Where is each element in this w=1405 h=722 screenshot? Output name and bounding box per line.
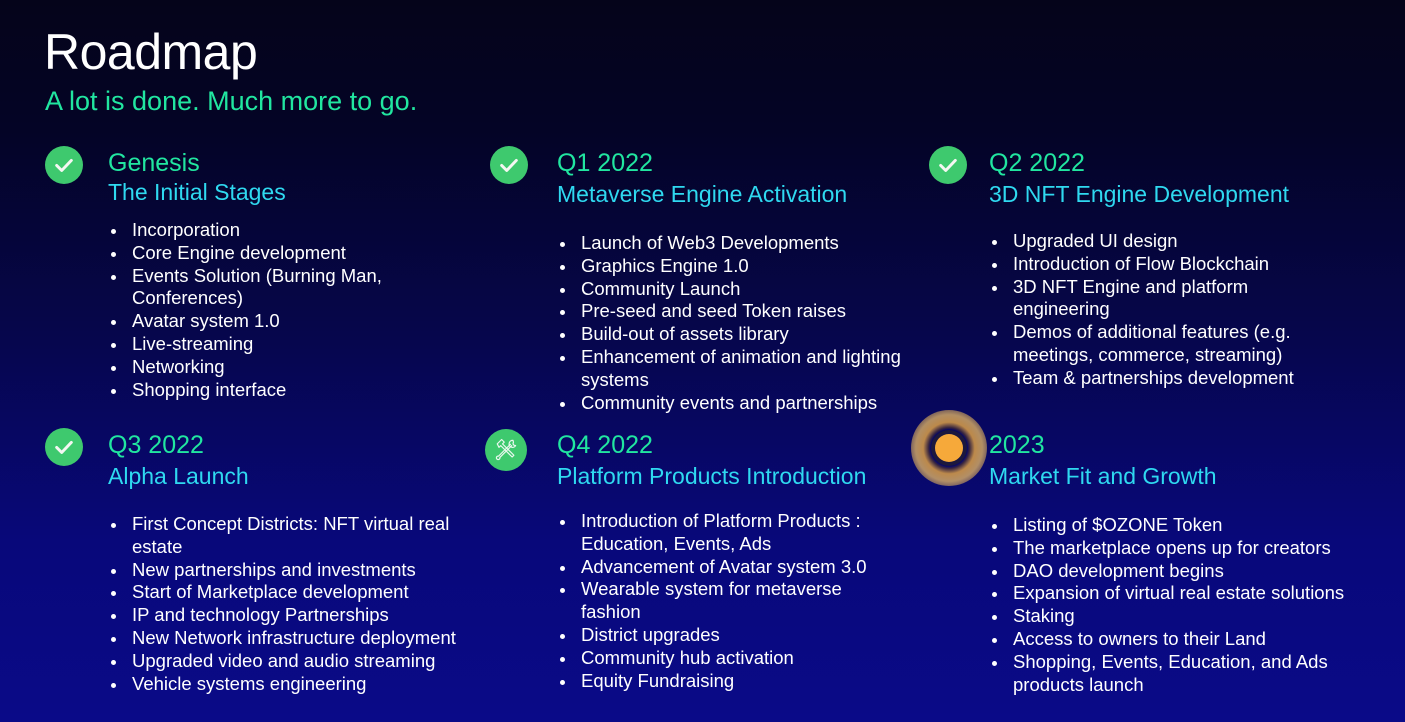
- list-item: Introduction of Platform Products : Educ…: [557, 510, 887, 556]
- list-item: Enhancement of animation and lighting sy…: [557, 346, 907, 392]
- list-item: DAO development begins: [989, 560, 1369, 583]
- list-item: Team & partnerships development: [989, 367, 1334, 390]
- list-item: Introduction of Flow Blockchain: [989, 253, 1334, 276]
- list-item: Vehicle systems engineering: [108, 673, 478, 696]
- phase-items: Launch of Web3 Developments Graphics Eng…: [557, 232, 907, 414]
- phase-items: Incorporation Core Engine development Ev…: [108, 219, 418, 401]
- phase-period: 2023: [989, 431, 1045, 459]
- check-circle-icon: [929, 146, 967, 184]
- list-item: 3D NFT Engine and platform engineering: [989, 276, 1334, 322]
- list-item: Live-streaming: [108, 333, 418, 356]
- phase-name: Metaverse Engine Activation: [557, 181, 848, 207]
- list-item: Start of Marketplace development: [108, 581, 478, 604]
- list-item: Advancement of Avatar system 3.0: [557, 556, 887, 579]
- phase-items: First Concept Districts: NFT virtual rea…: [108, 513, 478, 695]
- tools-icon: [485, 429, 527, 471]
- list-item: Access to owners to their Land: [989, 628, 1369, 651]
- list-item: Avatar system 1.0: [108, 310, 418, 333]
- phase-period: Q3 2022: [108, 431, 204, 459]
- list-item: Shopping interface: [108, 379, 418, 402]
- list-item: District upgrades: [557, 624, 887, 647]
- list-item: Build-out of assets library: [557, 323, 907, 346]
- list-item: Graphics Engine 1.0: [557, 255, 907, 278]
- phase-period: Q1 2022: [557, 149, 653, 177]
- list-item: Launch of Web3 Developments: [557, 232, 907, 255]
- list-item: Upgraded video and audio streaming: [108, 650, 478, 673]
- check-circle-icon: [490, 146, 528, 184]
- list-item: Wearable system for metaverse fashion: [557, 578, 887, 624]
- list-item: IP and technology Partnerships: [108, 604, 478, 627]
- phase-name: Market Fit and Growth: [989, 463, 1217, 489]
- list-item: Community Launch: [557, 278, 907, 301]
- page-subtitle: A lot is done. Much more to go.: [45, 86, 418, 116]
- list-item: Community hub activation: [557, 647, 887, 670]
- list-item: The marketplace opens up for creators: [989, 537, 1369, 560]
- list-item: Equity Fundraising: [557, 670, 887, 693]
- phase-items: Upgraded UI design Introduction of Flow …: [989, 230, 1334, 390]
- list-item: Listing of $OZONE Token: [989, 514, 1369, 537]
- page-title: Roadmap: [44, 24, 258, 80]
- phase-name: The Initial Stages: [108, 179, 286, 205]
- list-item: Shopping, Events, Education, and Ads pro…: [989, 651, 1369, 697]
- phase-name: Platform Products Introduction: [557, 463, 867, 489]
- list-item: Demos of additional features (e.g. meeti…: [989, 321, 1334, 367]
- list-item: New Network infrastructure deployment: [108, 627, 478, 650]
- phase-name: 3D NFT Engine Development: [989, 181, 1289, 207]
- list-item: New partnerships and investments: [108, 559, 478, 582]
- list-item: First Concept Districts: NFT virtual rea…: [108, 513, 478, 559]
- list-item: Expansion of virtual real estate solutio…: [989, 582, 1369, 605]
- sun-core: [935, 434, 963, 462]
- phase-items: Listing of $OZONE Token The marketplace …: [989, 514, 1369, 696]
- list-item: Core Engine development: [108, 242, 418, 265]
- phase-name: Alpha Launch: [108, 463, 249, 489]
- check-circle-icon: [45, 146, 83, 184]
- list-item: Networking: [108, 356, 418, 379]
- list-item: Incorporation: [108, 219, 418, 242]
- phase-period: Q2 2022: [989, 149, 1085, 177]
- list-item: Staking: [989, 605, 1369, 628]
- list-item: Events Solution (Burning Man, Conference…: [108, 265, 418, 311]
- list-item: Community events and partnerships: [557, 392, 907, 415]
- list-item: Upgraded UI design: [989, 230, 1334, 253]
- list-item: Pre-seed and seed Token raises: [557, 300, 907, 323]
- phase-items: Introduction of Platform Products : Educ…: [557, 510, 887, 692]
- check-circle-icon: [45, 428, 83, 466]
- sun-icon: [911, 410, 987, 486]
- phase-period: Genesis: [108, 149, 200, 177]
- phase-period: Q4 2022: [557, 431, 653, 459]
